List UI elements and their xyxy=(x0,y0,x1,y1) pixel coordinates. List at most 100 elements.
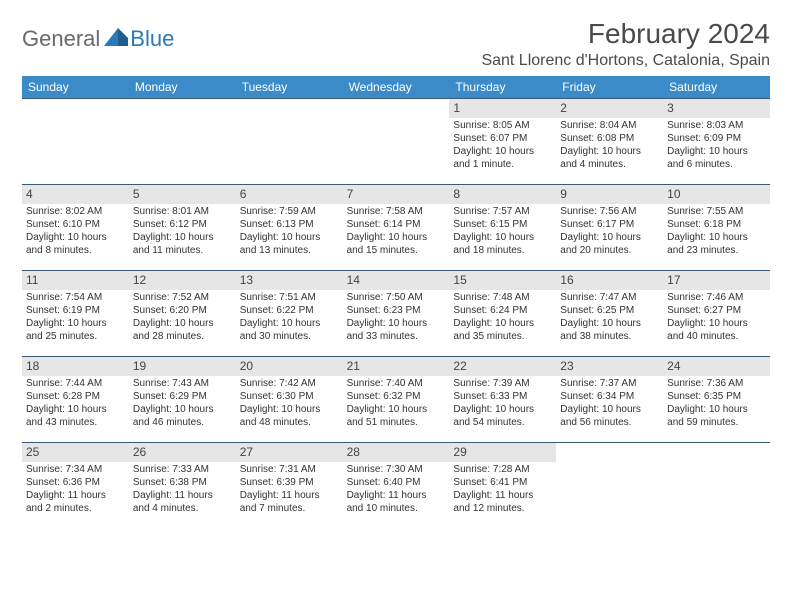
sunrise-text: Sunrise: 7:46 AM xyxy=(667,292,766,305)
calendar-cell: 13Sunrise: 7:51 AMSunset: 6:22 PMDayligh… xyxy=(236,270,343,356)
dow-header: Sunday xyxy=(22,76,129,98)
sunset-text: Sunset: 6:25 PM xyxy=(560,305,659,318)
calendar-cell: 24Sunrise: 7:36 AMSunset: 6:35 PMDayligh… xyxy=(663,356,770,442)
sunset-text: Sunset: 6:09 PM xyxy=(667,133,766,146)
calendar-cell: 18Sunrise: 7:44 AMSunset: 6:28 PMDayligh… xyxy=(22,356,129,442)
calendar-cell: 0 xyxy=(22,98,129,184)
brand-logo: General Blue xyxy=(22,18,174,52)
sunset-text: Sunset: 6:13 PM xyxy=(240,219,339,232)
sunrise-text: Sunrise: 7:37 AM xyxy=(560,378,659,391)
calendar-cell: 1Sunrise: 8:05 AMSunset: 6:07 PMDaylight… xyxy=(449,98,556,184)
calendar-cell: 26Sunrise: 7:33 AMSunset: 6:38 PMDayligh… xyxy=(129,442,236,528)
sunset-text: Sunset: 6:23 PM xyxy=(347,305,446,318)
sunset-text: Sunset: 6:18 PM xyxy=(667,219,766,232)
sunrise-text: Sunrise: 7:40 AM xyxy=(347,378,446,391)
day-number: 25 xyxy=(22,443,129,462)
calendar-cell: 25Sunrise: 7:34 AMSunset: 6:36 PMDayligh… xyxy=(22,442,129,528)
dow-header: Wednesday xyxy=(343,76,450,98)
dow-header: Thursday xyxy=(449,76,556,98)
daylight-text: Daylight: 11 hours and 2 minutes. xyxy=(26,490,125,516)
brand-mark-icon xyxy=(104,26,130,52)
daylight-text: Daylight: 10 hours and 48 minutes. xyxy=(240,404,339,430)
calendar-cell: 0 xyxy=(343,98,450,184)
sunset-text: Sunset: 6:32 PM xyxy=(347,391,446,404)
sunrise-text: Sunrise: 7:55 AM xyxy=(667,206,766,219)
sunset-text: Sunset: 6:08 PM xyxy=(560,133,659,146)
sunrise-text: Sunrise: 7:58 AM xyxy=(347,206,446,219)
calendar-cell: 12Sunrise: 7:52 AMSunset: 6:20 PMDayligh… xyxy=(129,270,236,356)
sunrise-text: Sunrise: 7:34 AM xyxy=(26,464,125,477)
day-number: 2 xyxy=(556,99,663,118)
day-number: 15 xyxy=(449,271,556,290)
daylight-text: Daylight: 10 hours and 23 minutes. xyxy=(667,232,766,258)
sunset-text: Sunset: 6:10 PM xyxy=(26,219,125,232)
calendar-cell: 9Sunrise: 7:56 AMSunset: 6:17 PMDaylight… xyxy=(556,184,663,270)
daylight-text: Daylight: 10 hours and 28 minutes. xyxy=(133,318,232,344)
calendar-cell: 5Sunrise: 8:01 AMSunset: 6:12 PMDaylight… xyxy=(129,184,236,270)
sunset-text: Sunset: 6:24 PM xyxy=(453,305,552,318)
page-header: General Blue February 2024 Sant Llorenc … xyxy=(22,18,770,70)
calendar-cell: 14Sunrise: 7:50 AMSunset: 6:23 PMDayligh… xyxy=(343,270,450,356)
sunrise-text: Sunrise: 7:59 AM xyxy=(240,206,339,219)
day-number: 19 xyxy=(129,357,236,376)
sunset-text: Sunset: 6:39 PM xyxy=(240,477,339,490)
daylight-text: Daylight: 10 hours and 13 minutes. xyxy=(240,232,339,258)
sunset-text: Sunset: 6:12 PM xyxy=(133,219,232,232)
day-number: 3 xyxy=(663,99,770,118)
sunset-text: Sunset: 6:38 PM xyxy=(133,477,232,490)
calendar-cell: 2Sunrise: 8:04 AMSunset: 6:08 PMDaylight… xyxy=(556,98,663,184)
sunrise-text: Sunrise: 7:28 AM xyxy=(453,464,552,477)
daylight-text: Daylight: 10 hours and 30 minutes. xyxy=(240,318,339,344)
sunset-text: Sunset: 6:30 PM xyxy=(240,391,339,404)
calendar-cell: 20Sunrise: 7:42 AMSunset: 6:30 PMDayligh… xyxy=(236,356,343,442)
sunset-text: Sunset: 6:20 PM xyxy=(133,305,232,318)
daylight-text: Daylight: 10 hours and 35 minutes. xyxy=(453,318,552,344)
sunrise-text: Sunrise: 7:51 AM xyxy=(240,292,339,305)
sunset-text: Sunset: 6:33 PM xyxy=(453,391,552,404)
calendar-cell: 0 xyxy=(556,442,663,528)
dow-header: Saturday xyxy=(663,76,770,98)
sunset-text: Sunset: 6:40 PM xyxy=(347,477,446,490)
dow-header: Friday xyxy=(556,76,663,98)
day-number: 22 xyxy=(449,357,556,376)
sunrise-text: Sunrise: 7:57 AM xyxy=(453,206,552,219)
day-number: 13 xyxy=(236,271,343,290)
daylight-text: Daylight: 10 hours and 54 minutes. xyxy=(453,404,552,430)
sunrise-text: Sunrise: 7:39 AM xyxy=(453,378,552,391)
calendar-cell: 15 Sunrise: 7:48 AMSunset: 6:24 PMDayligh… xyxy=(449,270,556,356)
calendar-cell: 3Sunrise: 8:03 AMSunset: 6:09 PMDaylight… xyxy=(663,98,770,184)
sunrise-text: Sunrise: 7:36 AM xyxy=(667,378,766,391)
daylight-text: Daylight: 11 hours and 10 minutes. xyxy=(347,490,446,516)
calendar-cell: 7Sunrise: 7:58 AMSunset: 6:14 PMDaylight… xyxy=(343,184,450,270)
location-text: Sant Llorenc d'Hortons, Catalonia, Spain xyxy=(481,52,770,70)
sunrise-text: Sunrise: 7:43 AM xyxy=(133,378,232,391)
day-number: 11 xyxy=(22,271,129,290)
calendar-cell: 22 Sunrise: 7:39 AMSunset: 6:33 PMDayligh… xyxy=(449,356,556,442)
sunrise-text: Sunrise: 8:04 AM xyxy=(560,120,659,133)
daylight-text: Daylight: 11 hours and 4 minutes. xyxy=(133,490,232,516)
calendar-cell: 6Sunrise: 7:59 AMSunset: 6:13 PMDaylight… xyxy=(236,184,343,270)
brand-word-1: General xyxy=(22,26,100,52)
dow-header: Monday xyxy=(129,76,236,98)
sunset-text: Sunset: 6:29 PM xyxy=(133,391,232,404)
daylight-text: Daylight: 10 hours and 38 minutes. xyxy=(560,318,659,344)
day-number: 23 xyxy=(556,357,663,376)
daylight-text: Daylight: 10 hours and 1 minute. xyxy=(453,146,552,172)
daylight-text: Daylight: 10 hours and 40 minutes. xyxy=(667,318,766,344)
daylight-text: Daylight: 10 hours and 15 minutes. xyxy=(347,232,446,258)
dow-header: Tuesday xyxy=(236,76,343,98)
calendar-cell: 0 xyxy=(663,442,770,528)
daylight-text: Daylight: 10 hours and 11 minutes. xyxy=(133,232,232,258)
calendar-cell: 17Sunrise: 7:46 AMSunset: 6:27 PMDayligh… xyxy=(663,270,770,356)
calendar-cell: 0 xyxy=(129,98,236,184)
sunset-text: Sunset: 6:19 PM xyxy=(26,305,125,318)
sunset-text: Sunset: 6:17 PM xyxy=(560,219,659,232)
day-number: 18 xyxy=(22,357,129,376)
daylight-text: Daylight: 10 hours and 6 minutes. xyxy=(667,146,766,172)
day-number: 8 xyxy=(449,185,556,204)
calendar-cell: 0 xyxy=(236,98,343,184)
sunrise-text: Sunrise: 7:48 AM xyxy=(453,292,552,305)
sunrise-text: Sunrise: 7:33 AM xyxy=(133,464,232,477)
day-number: 27 xyxy=(236,443,343,462)
day-number: 28 xyxy=(343,443,450,462)
